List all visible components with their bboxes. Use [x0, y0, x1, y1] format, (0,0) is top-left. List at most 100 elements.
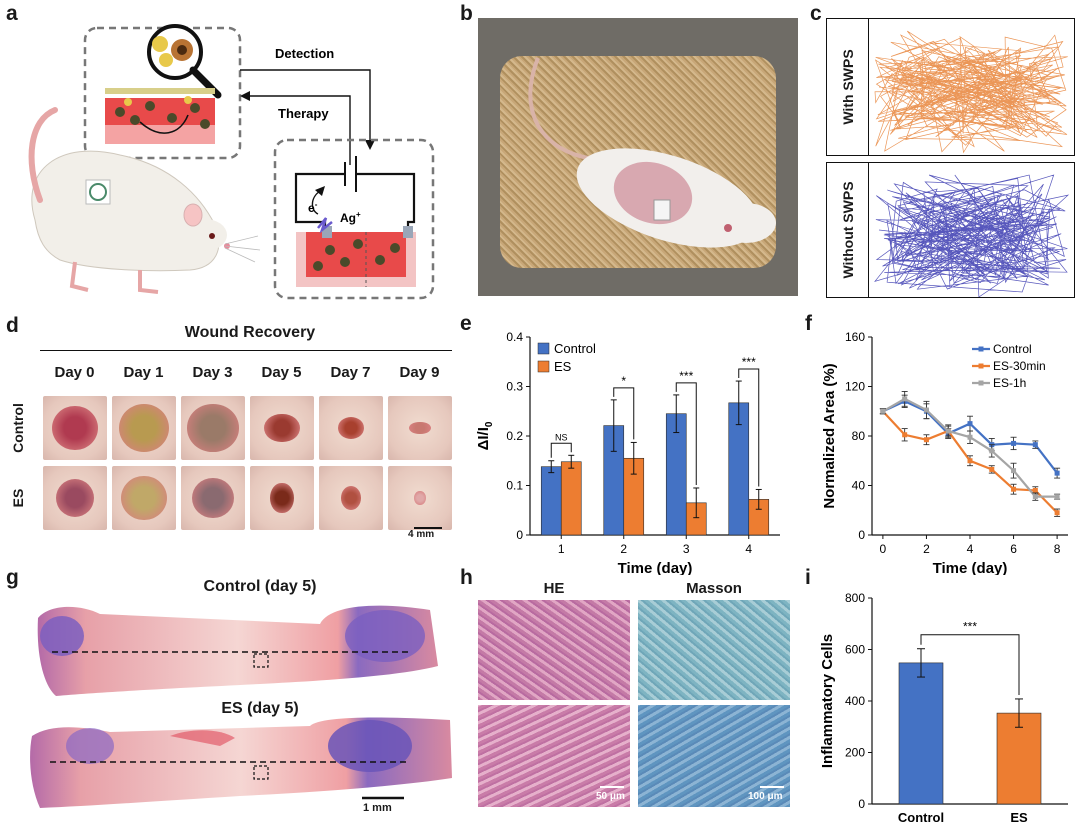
- data-point: [1032, 442, 1038, 448]
- data-point: [989, 466, 995, 472]
- data-point: [1011, 440, 1017, 446]
- chart-f: 0 40 80 120 160 0 2 4 6 8 Control ES-30min ES-1h Time…: [821, 330, 1068, 575]
- x-tick-label: 6: [1010, 542, 1017, 556]
- he-label: HE: [543, 580, 565, 597]
- day-label: Day 0: [54, 364, 95, 381]
- data-point: [923, 407, 929, 413]
- panel-letter-b: b: [460, 2, 473, 25]
- significance-bracket: [738, 368, 760, 487]
- y-axis-label: Normalized Area (%): [821, 363, 838, 508]
- row-label-control-box: Control: [2, 396, 34, 460]
- panel-letter-h: h: [460, 566, 473, 589]
- day-label: Day 7: [330, 364, 371, 381]
- data-point: [1054, 510, 1060, 516]
- wound-photo-es-5: [388, 466, 452, 530]
- data-point: [945, 428, 951, 434]
- panel-letter-d: d: [6, 314, 19, 337]
- y-axis-label: ΔI/I0: [475, 421, 495, 450]
- data-point: [1011, 486, 1017, 492]
- he-scalebar: [600, 786, 624, 788]
- y-tick-label: 0.3: [506, 380, 523, 394]
- he-scalebar-label: 50 μm: [596, 791, 625, 802]
- x-tick-label: 4: [967, 542, 974, 556]
- with-swps-label-box: With SWPS: [826, 18, 870, 156]
- day-label: Day 3: [192, 364, 233, 381]
- control-day5-title: Control (day 5): [203, 578, 317, 595]
- x-tick-label: ES: [1010, 810, 1028, 825]
- data-point: [967, 434, 973, 440]
- legend-swatch: [537, 360, 550, 373]
- wound-photo-control-5: [388, 396, 452, 460]
- bar-control-1: [540, 466, 562, 536]
- data-point: [1054, 494, 1060, 500]
- panel-letter-e: e: [460, 312, 472, 335]
- x-tick-label: 2: [620, 542, 627, 556]
- legend-label: Control: [993, 342, 1032, 356]
- significance-label: ***: [742, 355, 756, 369]
- without-swps-label: Without SWPS: [840, 181, 856, 279]
- wound-photo-control-4: [319, 396, 383, 460]
- y-tick-label: 0: [858, 528, 865, 542]
- significance-label: NS: [555, 432, 568, 442]
- masson-label: Masson: [686, 580, 742, 597]
- masson-scalebar-label: 100 μm: [748, 791, 783, 802]
- with-swps-label: With SWPS: [840, 49, 856, 125]
- x-tick-label: 1: [558, 542, 565, 556]
- data-point: [967, 458, 973, 464]
- row-label-es-box: ES: [2, 466, 34, 530]
- wound-photo-control-2: [181, 396, 245, 460]
- legend-swatch: [537, 342, 550, 355]
- legend-label: ES-1h: [993, 376, 1026, 390]
- legend-label: ES-30min: [993, 359, 1046, 373]
- data-point: [1032, 494, 1038, 500]
- wound-recovery-title: Wound Recovery: [184, 324, 316, 341]
- x-tick-label: 2: [923, 542, 930, 556]
- significance-bracket: [675, 382, 697, 485]
- without-swps-label-box: Without SWPS: [826, 162, 870, 298]
- wound-photo-control-3: [250, 396, 314, 460]
- histology-sections: [30, 605, 452, 808]
- x-tick-label: 0: [880, 542, 887, 556]
- trajectory-without-swps: [868, 162, 1075, 298]
- panel-letter-a: a: [6, 2, 18, 25]
- y-tick-label: 0: [858, 797, 865, 811]
- y-tick-label: 120: [845, 380, 865, 394]
- legend-label: ES: [554, 359, 572, 374]
- bar-es: [996, 712, 1042, 805]
- trajectory-with-swps: [868, 18, 1075, 156]
- y-tick-label: 0.1: [506, 479, 523, 493]
- legend-marker: [978, 363, 984, 369]
- data-point: [902, 396, 908, 402]
- masson-es-image: [638, 705, 790, 807]
- bar-control: [898, 662, 944, 805]
- wound-photo-es-1: [112, 466, 176, 530]
- data-point: [1011, 468, 1017, 474]
- panel-letter-c: c: [810, 2, 822, 25]
- significance-bracket: [920, 634, 1020, 695]
- x-tick-label: Control: [898, 810, 944, 825]
- legend-marker: [978, 380, 984, 386]
- wound-photo-es-4: [319, 466, 383, 530]
- data-point: [1054, 470, 1060, 476]
- x-tick-label: 8: [1054, 542, 1061, 556]
- significance-label: *: [621, 374, 626, 388]
- x-tick-label: 4: [745, 542, 752, 556]
- row-label-control: Control: [10, 403, 26, 453]
- panel-a-schematic: Detection Therapy e- Ag+: [28, 24, 435, 300]
- he-es-image: [478, 705, 630, 807]
- wound-photo-es-0: [43, 466, 107, 530]
- legend-marker: [978, 346, 984, 352]
- data-point: [902, 432, 908, 438]
- data-point: [1032, 487, 1038, 493]
- y-tick-label: 0: [516, 528, 523, 542]
- legend-label: Control: [554, 341, 596, 356]
- he-control-image: [478, 600, 630, 700]
- y-tick-label: 80: [852, 429, 866, 443]
- x-axis-label: Time (day): [618, 560, 693, 575]
- line-es-1h: [882, 397, 1058, 498]
- day-label: Day 5: [261, 364, 302, 381]
- x-tick-label: 3: [683, 542, 690, 556]
- wound-photo-es-2: [181, 466, 245, 530]
- es-day5-title: ES (day 5): [221, 700, 299, 717]
- significance-bracket: [550, 442, 572, 458]
